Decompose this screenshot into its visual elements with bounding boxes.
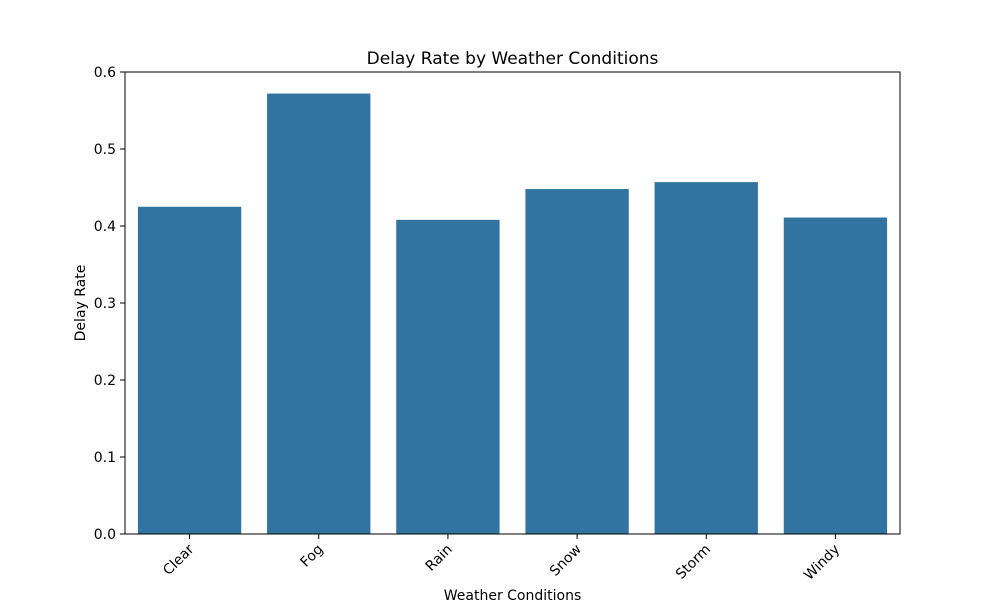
y-tick-label: 0.3 — [94, 296, 116, 312]
y-axis-ticks: 0.0 0.1 0.2 0.3 0.4 0.5 0.6 — [94, 65, 125, 543]
bar-fog — [267, 93, 371, 534]
y-tick-label: 0.6 — [94, 65, 116, 81]
x-tick-label: Rain — [423, 542, 456, 575]
x-tick-label: Fog — [298, 542, 327, 571]
y-axis-label: Delay Rate — [73, 265, 89, 342]
bar-rain — [396, 219, 500, 534]
bar-snow — [525, 189, 629, 535]
bars-group — [137, 93, 888, 535]
y-tick-label: 0.4 — [94, 219, 116, 235]
bar-windy — [783, 217, 888, 534]
x-axis-label: Weather Conditions — [444, 588, 582, 600]
chart-title: Delay Rate by Weather Conditions — [367, 49, 659, 69]
y-tick-label: 0.1 — [94, 450, 116, 466]
x-tick-label: Snow — [547, 542, 585, 580]
x-tick-label: Clear — [160, 541, 197, 578]
x-tick-label: Windy — [801, 542, 843, 584]
y-tick-label: 0.2 — [94, 373, 116, 389]
x-tick-label: Storm — [673, 542, 714, 583]
bar-clear — [137, 206, 242, 534]
x-axis-ticks: Clear Fog Rain Snow Storm Windy — [160, 534, 843, 584]
bar-storm — [654, 182, 758, 535]
y-tick-label: 0.0 — [94, 527, 116, 543]
y-tick-label: 0.5 — [94, 142, 116, 158]
